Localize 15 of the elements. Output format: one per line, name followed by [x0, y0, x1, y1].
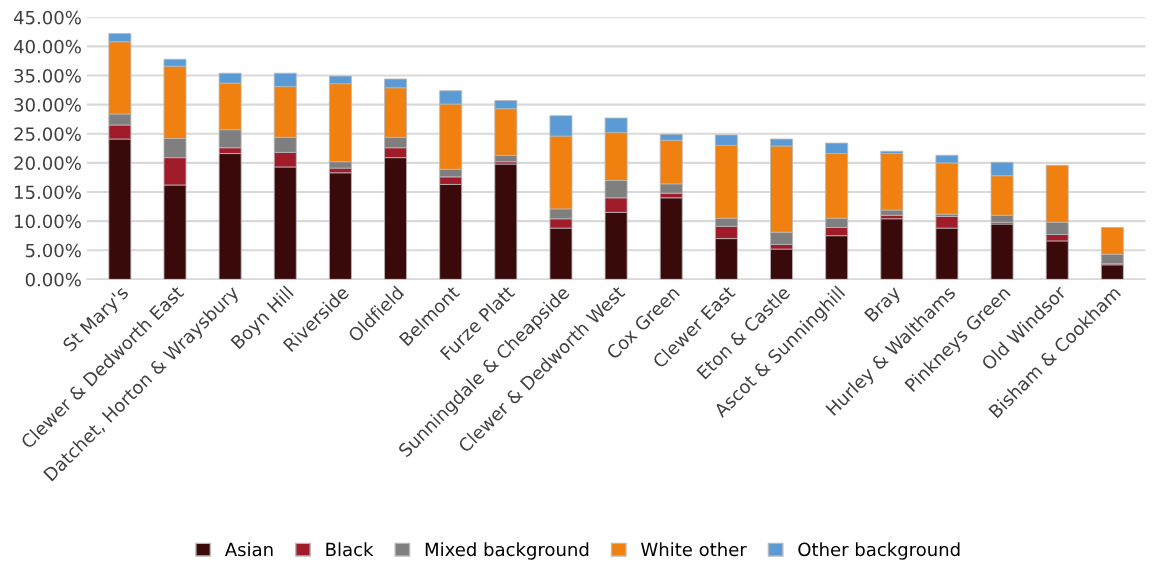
legend-label: Mixed background: [425, 542, 589, 560]
y-tick-label: 15.00%: [15, 185, 81, 200]
legend-label: Asian: [224, 542, 273, 557]
legend-label: Black: [326, 542, 374, 557]
legend-label: White other: [641, 542, 747, 557]
y-tick-label: 5.00%: [25, 243, 81, 258]
y-tick-label: 0.00%: [25, 272, 81, 287]
y-tick-label: 10.00%: [15, 214, 81, 229]
legend-label: Other background: [798, 542, 960, 560]
y-tick-label: 35.00%: [14, 68, 81, 83]
y-tick-label: 40.00%: [13, 39, 81, 54]
y-tick-label: 45.00%: [13, 10, 81, 25]
y-tick-label: 20.00%: [14, 156, 81, 170]
y-tick-label: 30.00%: [14, 98, 81, 112]
y-tick-label: 25.00%: [14, 127, 81, 141]
